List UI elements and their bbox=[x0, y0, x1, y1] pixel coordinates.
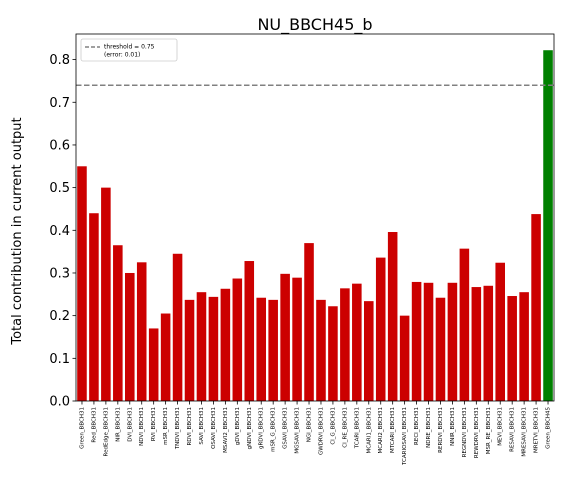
bar-29 bbox=[411, 281, 422, 401]
bar-16 bbox=[256, 297, 267, 401]
bar-32 bbox=[447, 282, 458, 401]
y-tick-label: 0.7 bbox=[49, 96, 70, 111]
x-tick-label: RDVI_BBCH31 bbox=[187, 407, 193, 446]
bar-8 bbox=[160, 313, 171, 401]
y-tick-label: 0.4 bbox=[49, 224, 70, 239]
x-tick-label: RECI_BBCH31 bbox=[414, 407, 420, 445]
bar-37 bbox=[507, 296, 517, 401]
y-tick-label: 0.2 bbox=[49, 309, 70, 324]
bar-23 bbox=[340, 288, 350, 401]
x-tick-label: OSAVI_BBCH31 bbox=[211, 407, 217, 449]
chart-title: NU_BBCH45_b bbox=[257, 15, 372, 35]
x-tick-label: GWDRVI_BBCH31 bbox=[318, 407, 324, 455]
x-tick-label: RedEdge_BBCH31 bbox=[103, 407, 109, 456]
x-tick-label: MRETVI_BBCH31 bbox=[534, 407, 540, 453]
bar-22 bbox=[328, 306, 338, 401]
bar-10 bbox=[184, 299, 195, 401]
x-tick-label: REWDRVI_BBCH31 bbox=[474, 407, 480, 458]
bar-15 bbox=[244, 261, 255, 401]
x-tick-label: RESAVI_BBCH31 bbox=[510, 407, 516, 452]
x-tick-label: TNDVI_BBCH31 bbox=[175, 407, 181, 450]
x-tick-label: MCARI1_BBCH31 bbox=[366, 407, 372, 453]
x-tick-label: NNIR_BBCH31 bbox=[450, 407, 456, 446]
x-tick-label: gRDVI_BBCH31 bbox=[259, 407, 265, 449]
x-tick-label: GSAVI_BBCH31 bbox=[283, 407, 289, 449]
x-tick-label: CI_RE_BBCH31 bbox=[342, 407, 348, 448]
bar-12 bbox=[208, 296, 219, 401]
x-tick-label: Green_BBCH31 bbox=[79, 407, 85, 449]
bar-21 bbox=[316, 299, 326, 401]
bar-30 bbox=[423, 282, 434, 401]
bar-27 bbox=[387, 232, 398, 401]
legend-box bbox=[80, 38, 178, 62]
bar-2 bbox=[89, 213, 99, 401]
x-tick-label: mSR_BBCH31 bbox=[163, 407, 169, 445]
bar-11 bbox=[196, 292, 207, 401]
bar-17 bbox=[268, 299, 278, 401]
x-tick-label: Green_BBCH45 bbox=[546, 407, 552, 449]
y-tick-label: 0.6 bbox=[49, 138, 70, 153]
bar-9 bbox=[172, 253, 183, 401]
x-tick-label: SAVI_BBCH31 bbox=[199, 407, 205, 445]
x-tick-label: MSR_RE_BBCH31 bbox=[486, 407, 492, 454]
x-tick-label: NGI_BBCH31 bbox=[307, 407, 313, 442]
x-tick-label: MCARI2_BBCH31 bbox=[378, 407, 384, 453]
x-tick-label: RERDVI_BBCH31 bbox=[438, 407, 444, 453]
bar-19 bbox=[292, 277, 302, 401]
bar-26 bbox=[375, 257, 386, 401]
y-axis-label: Total contribution in current output bbox=[10, 117, 25, 345]
legend-entry: threshold = 0.75 bbox=[104, 44, 155, 51]
y-tick-label: 0.1 bbox=[49, 352, 70, 367]
x-tick-label: TCARI_BBCH31 bbox=[354, 407, 360, 449]
x-tick-label: NDVI_BBCH31 bbox=[139, 407, 145, 446]
bar-40 bbox=[543, 50, 553, 401]
x-tick-label: MRESAVI_BBCH31 bbox=[522, 407, 528, 457]
bar-4 bbox=[113, 245, 123, 401]
bar-24 bbox=[352, 283, 362, 401]
bar-14 bbox=[232, 278, 243, 401]
x-tick-label: DVI_BBCH31 bbox=[127, 407, 133, 442]
x-tick-label: Red_BBCH31 bbox=[91, 407, 97, 443]
bar-35 bbox=[483, 285, 494, 401]
x-tick-label: mSR_G_BBCH31 bbox=[271, 407, 277, 452]
bar-33 bbox=[459, 248, 470, 401]
bar-5 bbox=[125, 272, 135, 401]
x-tick-label: TCARIOSAVI_BBCH31 bbox=[402, 407, 408, 466]
bar-6 bbox=[136, 262, 147, 401]
bar-13 bbox=[220, 288, 231, 401]
bar-36 bbox=[495, 262, 505, 401]
bar-38 bbox=[519, 292, 529, 401]
x-tick-label: gDVI_BBCH31 bbox=[235, 407, 241, 445]
x-tick-label: MTCARI_BBCH31 bbox=[390, 407, 396, 453]
y-tick-label: 0.5 bbox=[49, 181, 70, 196]
x-tick-label: MSAVI2_BBCH31 bbox=[223, 407, 229, 453]
bar-18 bbox=[280, 273, 290, 401]
y-tick-label: 0.3 bbox=[49, 266, 70, 281]
bar-25 bbox=[364, 301, 374, 401]
x-tick-label: CI_G_BBCH31 bbox=[330, 407, 336, 445]
bar-3 bbox=[101, 187, 111, 401]
y-tick-label: 0.0 bbox=[49, 395, 70, 410]
bar-34 bbox=[471, 287, 482, 401]
bar-28 bbox=[399, 315, 410, 401]
bar-20 bbox=[304, 243, 314, 401]
bar-1 bbox=[77, 166, 87, 401]
axes-frame bbox=[75, 33, 555, 402]
bar-7 bbox=[148, 328, 159, 401]
x-tick-label: RVI_BBCH31 bbox=[151, 407, 157, 441]
bar-39 bbox=[531, 214, 541, 401]
y-tick-label: 0.8 bbox=[49, 53, 70, 68]
legend-entry: (error: 0.01) bbox=[104, 52, 140, 59]
x-tick-label: MEVI_BBCH31 bbox=[498, 407, 504, 446]
x-tick-label: NIR_BBCH31 bbox=[115, 407, 121, 442]
x-tick-label: REGNDVI_BBCH31 bbox=[462, 407, 468, 457]
plot-area: Green_BBCH31 Red_BBCH31 RedEdge_BBCH31 NIR_… bbox=[49, 33, 555, 466]
bar-31 bbox=[435, 297, 446, 401]
x-tick-label: MGSAVI_BBCH31 bbox=[295, 407, 301, 454]
x-tick-label: gNDVI_BBCH31 bbox=[247, 407, 253, 449]
x-tick-label: NDRE_BBCH31 bbox=[426, 407, 432, 448]
